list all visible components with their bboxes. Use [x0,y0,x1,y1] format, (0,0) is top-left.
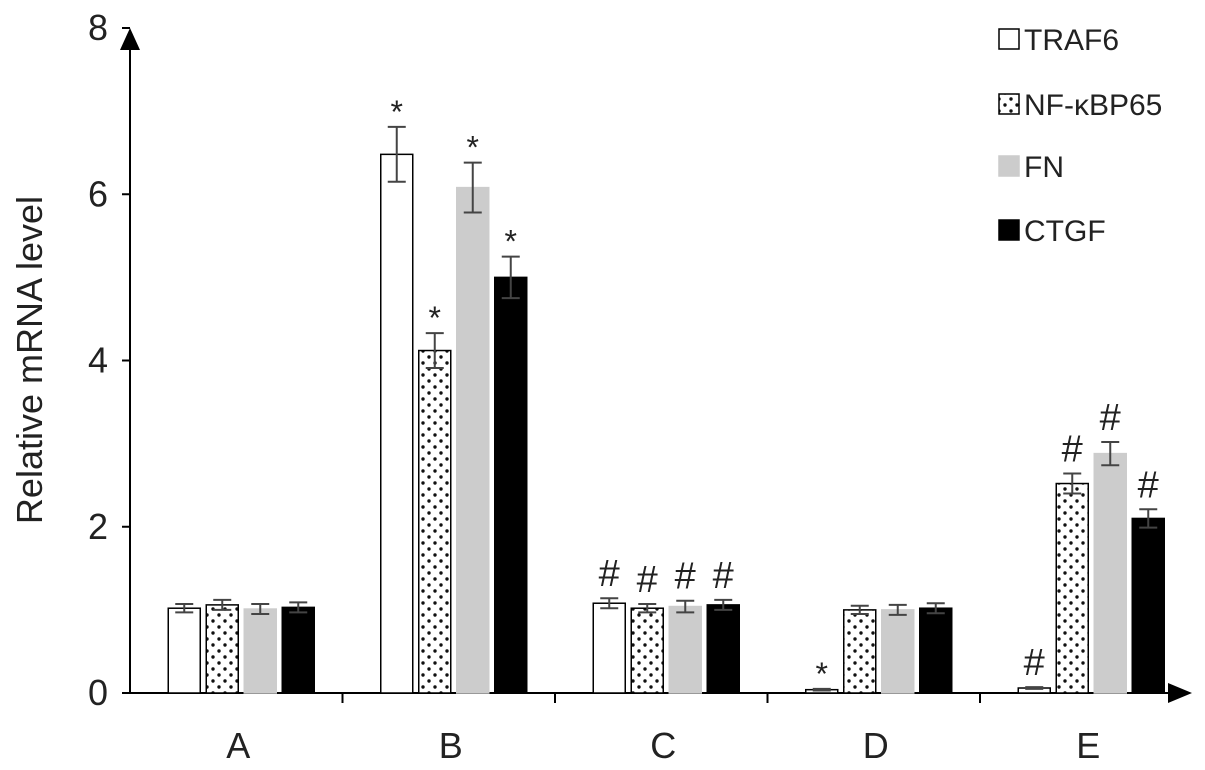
error-bar [1139,508,1158,529]
bar-fn-a [243,608,277,694]
bar-traf6-c [592,602,626,694]
bar-traf6-b [380,153,414,694]
error-bar [1063,472,1082,495]
bar-nf-bp65-a [205,604,239,694]
error-bar [463,161,482,214]
significance-marker: * [505,224,517,260]
significance-marker: # [713,555,734,597]
significance-marker: * [429,300,441,336]
bar-traf6-a [167,607,201,694]
error-bar [387,125,406,183]
x-tick-label: B [439,725,463,766]
y-tick-label: 0 [88,672,108,713]
bar-nf-bp65-b [418,349,452,694]
error-bar [175,603,194,614]
bar-nf-bp65-e [1055,482,1089,694]
y-axis-arrow-icon [120,28,140,50]
legend-swatch [998,155,1020,177]
error-bar [888,603,907,616]
bar-ctgf-a [281,606,315,694]
bar-ctgf-d [919,607,953,694]
legend: TRAF6 NF-κBP65 FN CTGF [998,24,1162,248]
x-axis-arrow-icon [1168,683,1192,703]
bar-fn-c [668,605,702,694]
significance-marker: # [1100,397,1121,439]
x-tick-label: A [226,725,250,766]
bar-fn-b [456,186,490,694]
error-bar [850,604,869,616]
error-bar [926,602,945,615]
significance-marker: # [675,556,696,598]
bar-nf-bp65-d [843,609,877,694]
y-tick-label: 8 [88,7,108,48]
error-bar [425,332,444,369]
error-bar [812,687,831,692]
significance-marker: # [599,553,620,595]
bar-ctgf-b [494,276,528,694]
y-axis-label: Relative mRNA level [9,196,50,524]
significance-marker: * [391,94,403,130]
y-axis [120,28,140,693]
legend-label: FN [1024,151,1064,184]
significance-marker: * [816,656,828,692]
significance-marker: # [1024,642,1045,684]
legend-swatch [998,93,1020,115]
legend-label: NF-κBP65 [1024,89,1162,122]
significance-marker: # [637,559,658,601]
y-ticks: 0 2 4 6 8 [88,7,130,713]
x-tick-label: E [1076,725,1100,766]
x-tick-label: D [863,725,889,766]
legend-swatch [998,28,1020,50]
legend-label: TRAF6 [1024,24,1119,57]
significance-marker: # [1062,429,1083,471]
error-bar [676,599,695,614]
error-bar [251,603,270,616]
error-bar [600,597,619,610]
error-bar [213,598,232,611]
bar-ctgf-c [706,604,740,694]
error-bar [501,255,520,300]
error-bar [1101,440,1120,467]
significance-marker: # [1138,464,1159,506]
y-tick-label: 2 [88,506,108,547]
significance-marker: * [467,130,479,166]
bars: * * * * # # # # * # # # # [167,94,1165,694]
bar-nf-bp65-c [630,607,664,694]
y-tick-label: 4 [88,340,108,381]
bar-ctgf-e [1131,517,1165,694]
error-bar [1025,686,1044,690]
legend-label: CTGF [1024,215,1106,248]
error-bar [714,598,733,611]
x-ticks: A B C D E [226,693,1100,766]
legend-swatch [998,219,1020,241]
x-tick-label: C [650,725,676,766]
error-bar [638,603,657,614]
bar-fn-e [1093,452,1127,694]
bar-fn-d [881,609,915,694]
y-tick-label: 6 [88,173,108,214]
error-bar [289,601,308,614]
